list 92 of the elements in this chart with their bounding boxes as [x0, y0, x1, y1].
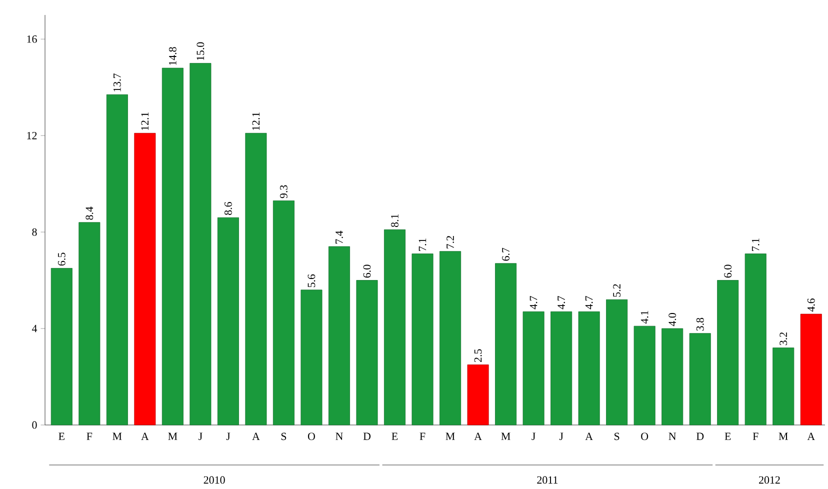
x-tick-label: E	[392, 432, 398, 440]
data-label: 6.7	[502, 248, 510, 261]
y-tick-label: 16	[27, 35, 37, 43]
data-label: 4.0	[668, 313, 676, 326]
bar	[578, 311, 600, 426]
x-tick-label: E	[724, 432, 731, 440]
bar	[634, 326, 656, 426]
data-label: 14.8	[168, 47, 176, 65]
data-label: 6.0	[724, 264, 732, 278]
data-label: 7.1	[752, 238, 760, 251]
bar	[467, 364, 489, 426]
x-tick-label: O	[641, 432, 648, 440]
x-tick-label: A	[252, 432, 260, 440]
bar	[134, 132, 156, 426]
data-label: 4.1	[640, 310, 648, 324]
data-label: 7.4	[336, 230, 343, 244]
x-tick-label: M	[778, 432, 788, 440]
text: 2010	[204, 476, 225, 484]
bar	[522, 311, 544, 426]
x-tick-label: S	[614, 432, 620, 440]
x-tick-label: F	[752, 432, 758, 440]
bar	[217, 217, 239, 426]
y-tick-label: 0	[32, 421, 37, 429]
bar	[744, 254, 766, 426]
bar	[495, 263, 517, 426]
x-tick-label: J	[198, 432, 202, 440]
data-label: 12.1	[141, 112, 149, 130]
data-label: 7.1	[418, 238, 426, 251]
data-label: 4.6	[807, 298, 815, 312]
x-tick-label: N	[668, 432, 676, 440]
x-tick-label: A	[585, 432, 593, 440]
bar	[606, 299, 628, 426]
bar	[272, 200, 294, 426]
text: 2012	[759, 476, 780, 484]
data-label: 4.7	[558, 296, 565, 310]
bar	[328, 246, 350, 426]
data-label: 6.5	[58, 252, 66, 266]
bar	[190, 63, 212, 426]
data-label: 12.1	[252, 112, 260, 130]
x-tick-label: F	[420, 432, 426, 440]
bar	[689, 333, 711, 426]
bar	[245, 132, 267, 426]
x-tick-label: M	[168, 432, 178, 440]
data-label: 13.7	[113, 74, 121, 92]
data-label: 15.0	[196, 42, 204, 60]
bar	[356, 280, 378, 426]
x-tick-label: A	[141, 432, 149, 440]
bar	[162, 68, 184, 426]
bar	[800, 314, 822, 426]
y-tick-label: 4	[32, 324, 38, 332]
x-tick-label: M	[446, 432, 455, 440]
x-tick-label: J	[559, 432, 564, 440]
x-tick-label: E	[58, 432, 64, 440]
x-tick-label: D	[363, 432, 371, 440]
data-label: 6.0	[363, 264, 371, 278]
data-label: 7.2	[446, 236, 454, 248]
bar	[300, 290, 322, 426]
data-label: 5.6	[308, 274, 316, 288]
data-label: 2.5	[474, 349, 482, 362]
bar	[78, 222, 100, 426]
data-label: 4.7	[530, 296, 538, 310]
x-tick-label: N	[336, 432, 343, 440]
x-tick-label: S	[281, 432, 286, 440]
x-tick-label: O	[308, 432, 315, 440]
y-tick-label: 8	[32, 228, 37, 236]
bar	[50, 268, 72, 426]
data-label: 5.2	[613, 284, 621, 297]
x-tick-label: J	[532, 432, 536, 440]
data-label: 8.1	[391, 214, 398, 228]
bar	[772, 348, 794, 426]
data-label: 8.4	[86, 206, 94, 220]
data-label: 9.3	[280, 185, 288, 198]
data-label: 4.7	[585, 296, 593, 310]
x-tick-label: D	[696, 432, 704, 440]
bar	[384, 229, 406, 426]
x-tick-label: F	[86, 432, 92, 440]
data-label: 8.6	[224, 202, 232, 215]
x-tick-label: A	[474, 432, 482, 440]
data-label: 3.8	[696, 318, 704, 331]
bar	[440, 251, 462, 426]
x-tick-label: M	[112, 432, 122, 440]
bar	[412, 254, 434, 426]
x-tick-label: A	[807, 432, 816, 440]
bar	[550, 311, 572, 426]
x-tick-label: M	[501, 432, 510, 440]
bar	[717, 280, 739, 426]
text: 2011	[537, 476, 558, 484]
bar	[106, 94, 128, 426]
data-label: 3.2	[780, 332, 788, 346]
bar	[662, 328, 684, 426]
x-tick-label: J	[226, 432, 230, 440]
y-tick-label: 12	[27, 132, 37, 140]
